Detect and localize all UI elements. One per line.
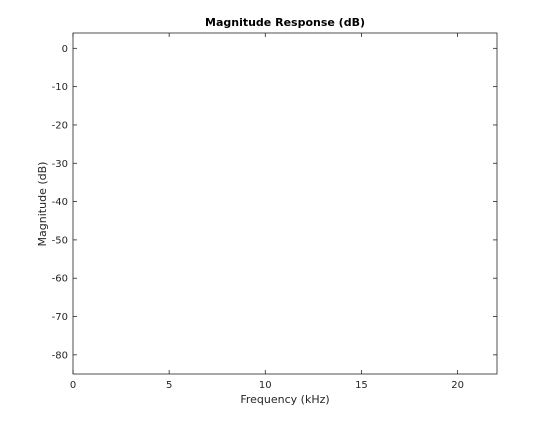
y-axis-label: Magnitude (dB) (36, 162, 49, 247)
y-tick-label: -10 (52, 82, 68, 93)
chart-title: Magnitude Response (dB) (205, 16, 365, 29)
x-tick-label: 20 (451, 380, 464, 391)
y-tick-label: -20 (52, 120, 68, 131)
y-tick-label: -70 (52, 312, 68, 323)
y-tick-label: -60 (52, 274, 68, 285)
axes-box (72, 32, 498, 375)
x-axis-label: Frequency (kHz) (240, 393, 329, 406)
x-tick-label: 0 (70, 380, 76, 391)
x-tick-label: 10 (259, 380, 272, 391)
x-tick-label: 5 (166, 380, 172, 391)
y-tick-label: -50 (52, 235, 68, 246)
y-tick-label: -40 (52, 197, 68, 208)
y-tick-label: -30 (52, 159, 68, 170)
y-tick-label: -80 (52, 350, 68, 361)
x-tick-label: 15 (355, 380, 368, 391)
y-tick-label: 0 (62, 44, 68, 55)
ticks: 0 5 10 15 20 0 -10 -20 -30 -40 -50 -60 -70 -80 (52, 33, 497, 391)
